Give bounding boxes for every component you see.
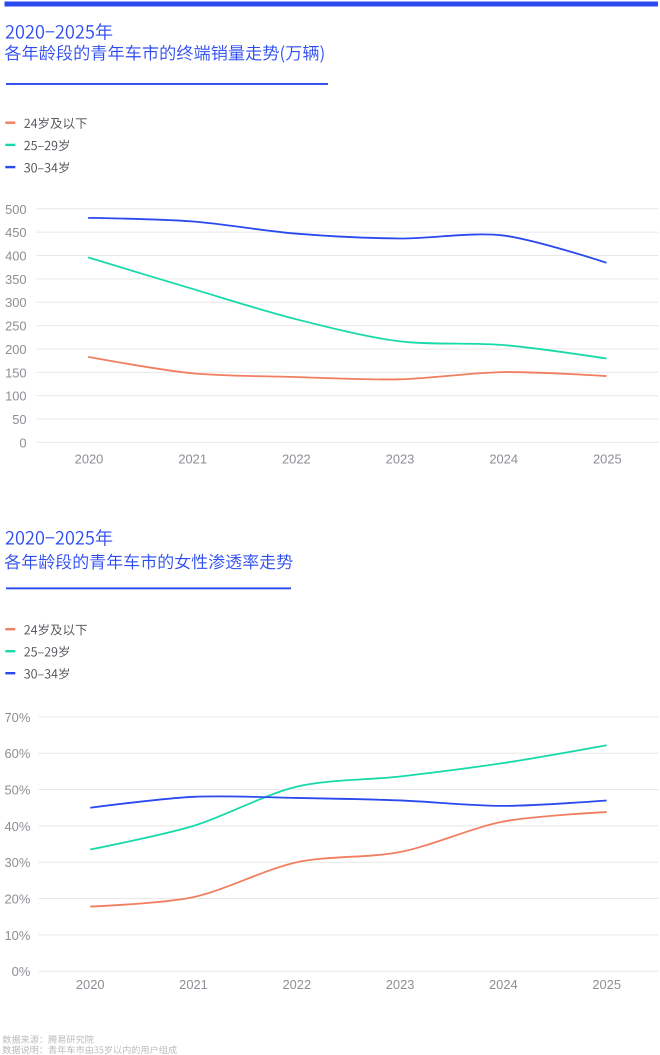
svg-text:2020: 2020 (75, 451, 104, 466)
svg-text:500: 500 (5, 202, 27, 217)
svg-text:70%: 70% (4, 710, 30, 725)
svg-text:2024: 2024 (489, 451, 518, 466)
svg-text:2021: 2021 (179, 977, 208, 992)
svg-text:300: 300 (5, 295, 27, 310)
svg-text:450: 450 (5, 225, 27, 240)
svg-text:400: 400 (5, 249, 27, 264)
svg-text:20%: 20% (4, 891, 30, 906)
svg-text:50%: 50% (4, 782, 30, 797)
svg-text:30%: 30% (4, 855, 30, 870)
svg-text:60%: 60% (4, 746, 30, 761)
svg-text:2021: 2021 (178, 451, 207, 466)
svg-text:2025: 2025 (593, 451, 622, 466)
svg-text:40%: 40% (4, 819, 30, 834)
svg-text:0%: 0% (12, 964, 31, 979)
svg-text:350: 350 (5, 272, 27, 287)
svg-text:100: 100 (5, 389, 27, 404)
svg-text:200: 200 (5, 342, 27, 357)
svg-text:2022: 2022 (282, 977, 311, 992)
svg-text:2022: 2022 (282, 451, 311, 466)
svg-text:2025: 2025 (592, 977, 621, 992)
svg-text:2023: 2023 (386, 451, 415, 466)
svg-text:50: 50 (12, 412, 26, 427)
svg-text:250: 250 (5, 319, 27, 334)
svg-text:2023: 2023 (386, 977, 415, 992)
svg-text:0: 0 (19, 435, 26, 450)
svg-text:2020: 2020 (76, 977, 105, 992)
svg-text:10%: 10% (4, 928, 30, 943)
svg-text:2024: 2024 (489, 977, 518, 992)
svg-text:150: 150 (5, 365, 27, 380)
